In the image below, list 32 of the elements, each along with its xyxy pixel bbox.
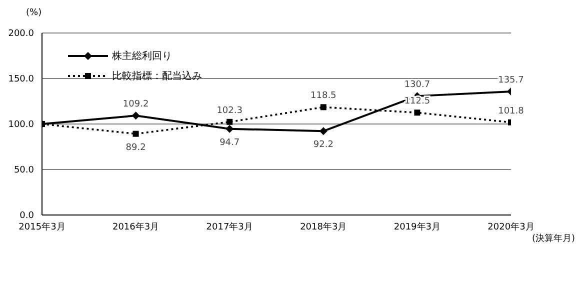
y-tick-label: 150.0 [8, 74, 34, 85]
x-tick-label: 2015年3月 [18, 221, 66, 232]
data-label: 101.8 [498, 106, 524, 116]
data-label: 109.2 [122, 100, 149, 110]
point [132, 130, 139, 137]
point [226, 124, 234, 133]
y-tick-label: 100.0 [8, 120, 34, 130]
data-label: 102.3 [216, 106, 242, 116]
y-tick-label: 200.0 [8, 29, 34, 40]
y-tick-label: 50.0 [14, 166, 34, 176]
x-tick-label: 2016年3月 [112, 221, 160, 232]
data-label: 135.7 [498, 76, 524, 86]
point [319, 127, 328, 136]
point [132, 112, 140, 120]
x-axis-title: (決算年月) [532, 232, 575, 245]
x-tick-label: 2017年3月 [206, 221, 253, 232]
x-tick-label: 2018年3月 [300, 221, 347, 232]
data-label: 118.5 [310, 91, 336, 102]
y-axis-title: (%) [26, 8, 42, 18]
data-label: 112.5 [404, 96, 430, 107]
data-label: 130.7 [404, 80, 430, 90]
point [226, 118, 233, 125]
legend-label: 比較指標：配当込み [112, 70, 202, 83]
legend-label: 株主総利回り [112, 50, 172, 63]
point [320, 104, 326, 110]
data-label: 92.2 [313, 140, 334, 150]
x-tick-label: 2020年3月 [488, 221, 534, 232]
data-label: 89.2 [126, 142, 146, 153]
x-tick-label: 2019年3月 [394, 221, 441, 232]
data-label: 94.7 [220, 138, 240, 148]
y-tick-label: 0.0 [20, 211, 34, 222]
point [414, 110, 420, 116]
